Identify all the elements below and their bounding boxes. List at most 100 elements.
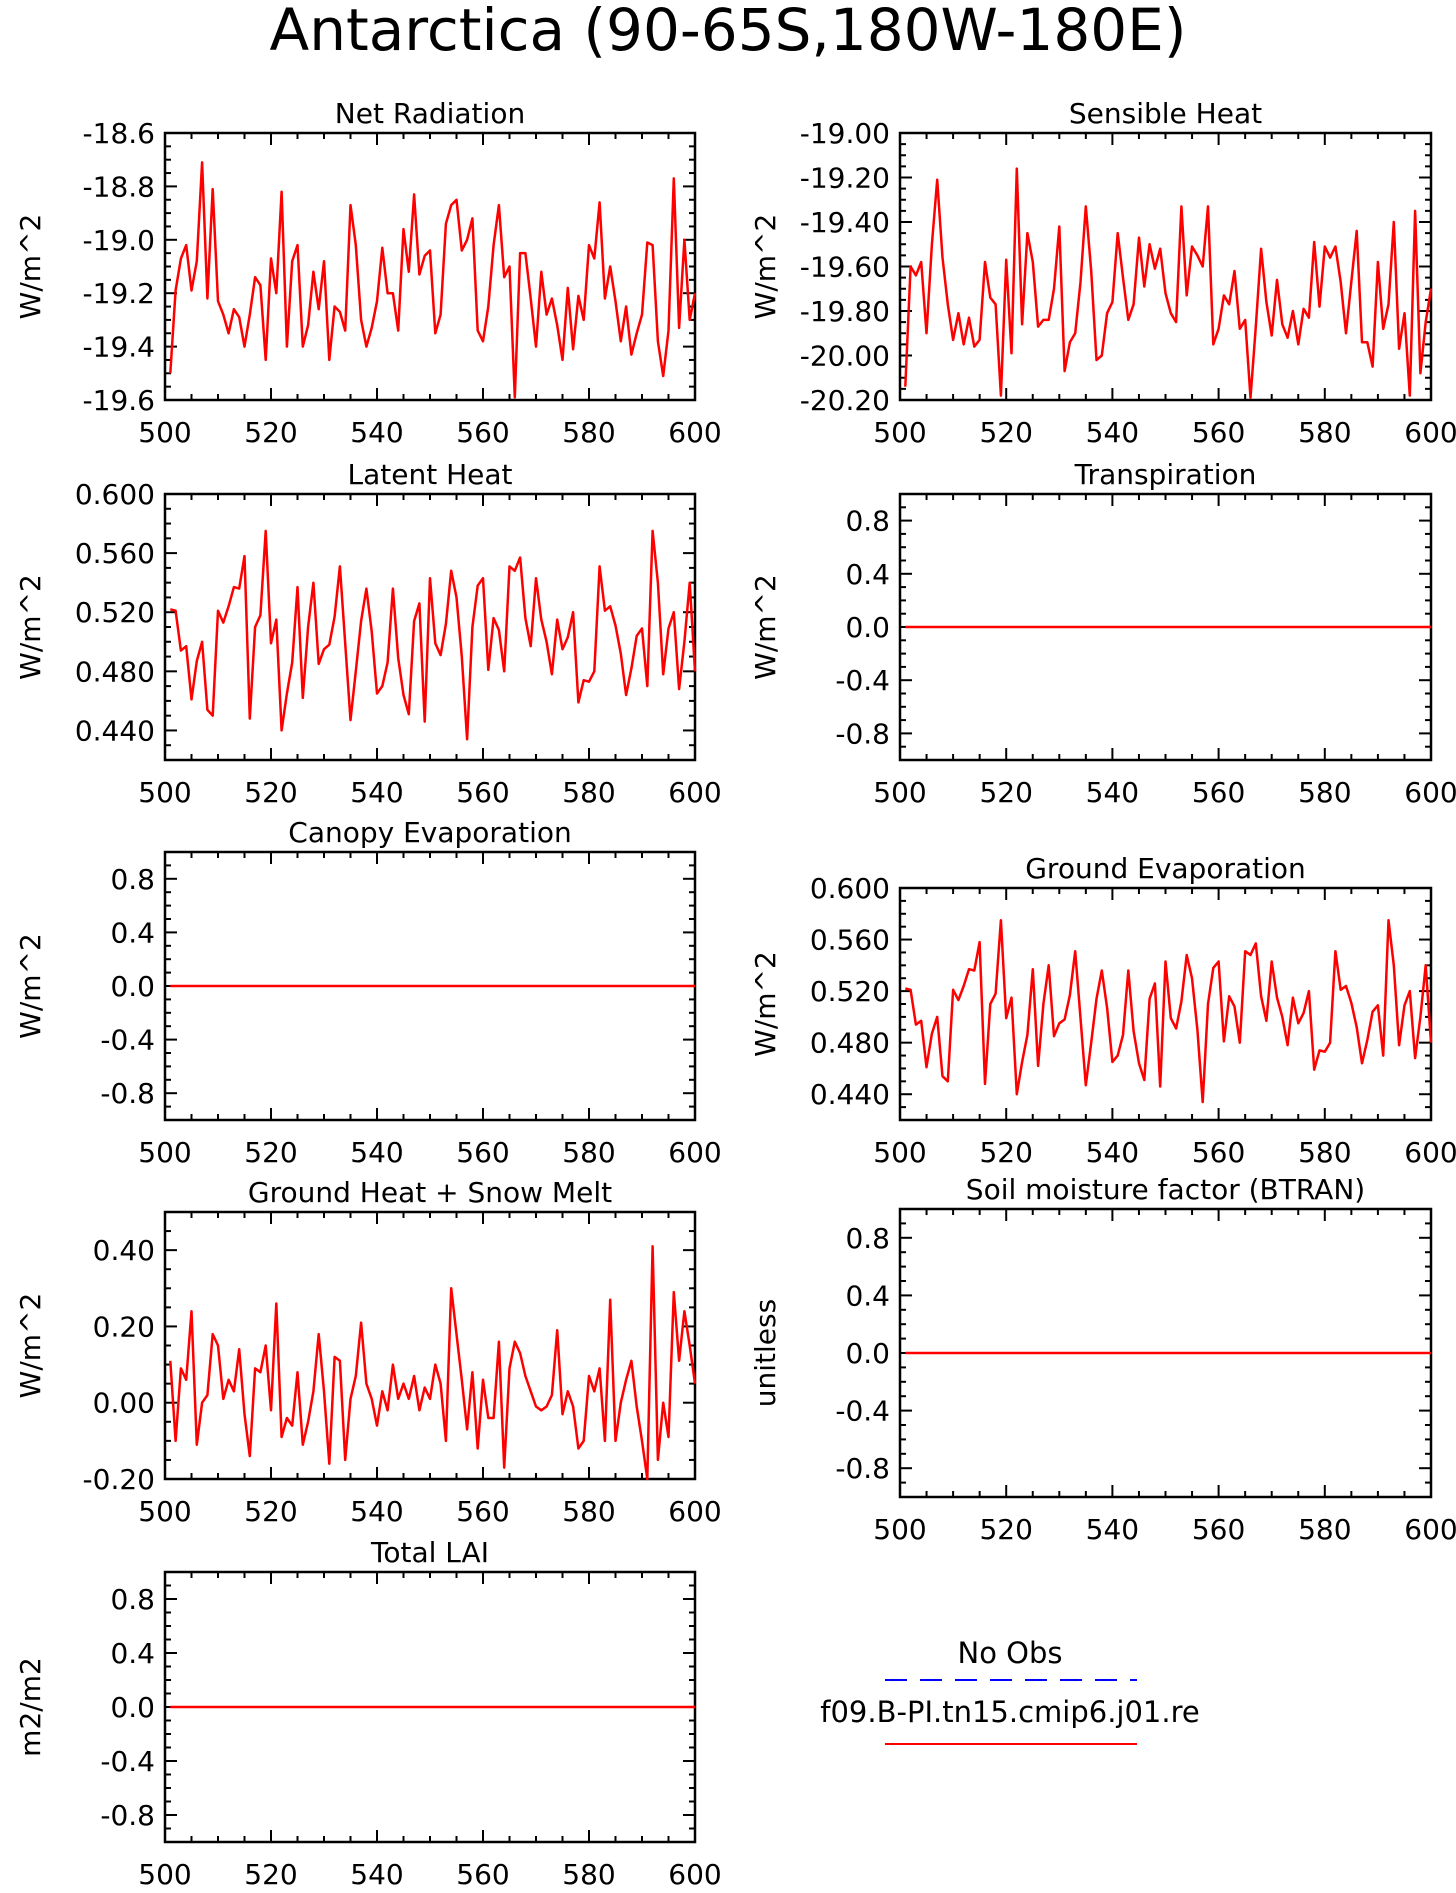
soil-moisture-factor-ytick-label: 0.8 [845,1222,890,1255]
soil-moisture-factor-xtick-label: 540 [1086,1513,1139,1546]
net-radiation-xtick-label: 520 [244,416,297,449]
ground-evaporation-ylabel: W/m^2 [749,951,782,1057]
canopy-evaporation-ytick-label: -0.8 [100,1077,155,1110]
total-lai-xtick-label: 580 [562,1858,615,1891]
net-radiation-xtick-label: 600 [668,416,721,449]
transpiration-title: Transpiration [1074,458,1257,491]
sensible-heat-xtick-label: 600 [1404,416,1456,449]
ground-heat-snow-melt-series-line [169,1245,697,1481]
panel-transpiration: 500 520 540 560 580 600 -0.8 -0.4 0.0 0.4 0.8 Trans… [749,458,1456,809]
canopy-evaporation-ytick-label: 0.4 [110,916,155,949]
sensible-heat-ytick-label: -19.60 [800,251,890,284]
ground-evaporation-ytick-label: 0.600 [810,872,890,905]
ground-heat-snow-melt-ytick-label: 0.40 [93,1234,155,1267]
total-lai-xtick-label: 520 [244,1858,297,1891]
soil-moisture-factor-ylabel: unitless [749,1299,782,1407]
ground-heat-snow-melt-xtick-label: 600 [668,1495,721,1528]
transpiration-ytick-label: -0.4 [835,664,890,697]
soil-moisture-factor-title: Soil moisture factor (BTRAN) [966,1173,1365,1206]
transpiration-ytick-label: -0.8 [835,717,890,750]
ground-evaporation-ytick-label: 0.560 [810,924,890,957]
ground-heat-snow-melt-xtick-label: 540 [350,1495,403,1528]
transpiration-xtick-label: 540 [1086,776,1139,809]
sensible-heat-ytick-label: -19.20 [800,162,890,195]
sensible-heat-title: Sensible Heat [1069,97,1262,130]
figure-title: Antarctica (90-65S,180W-180E) [270,0,1187,64]
panel-latent-heat: 500 520 540 560 580 600 0.440 0.480 0.520 0.560 0.… [14,458,722,809]
panel-total-lai: 500 520 540 560 580 600 -0.8 -0.4 0.0 0.4 0.8 Total… [14,1536,722,1891]
sensible-heat-ytick-label: -20.20 [800,384,890,417]
legend-model-label: f09.B-PI.tn15.cmip6.j01.re [820,1695,1199,1729]
net-radiation-title: Net Radiation [335,97,525,130]
soil-moisture-factor-ytick-label: -0.4 [835,1395,890,1428]
soil-moisture-factor-ytick-label: 0.4 [845,1279,890,1312]
transpiration-ytick-label: 0.8 [845,505,890,538]
canopy-evaporation-ylabel: W/m^2 [14,933,47,1039]
sensible-heat-xtick-label: 540 [1086,416,1139,449]
ground-evaporation-xtick-label: 520 [979,1136,1032,1169]
ground-heat-snow-melt-xtick-label: 520 [244,1495,297,1528]
sensible-heat-series-line [904,167,1433,400]
net-radiation-series-line [169,161,697,399]
legend: No Obs f09.B-PI.tn15.cmip6.j01.re [820,1636,1200,1745]
transpiration-ytick-label: 0.0 [845,611,890,644]
transpiration-xtick-label: 600 [1404,776,1456,809]
ground-evaporation-series-line [905,918,1433,1104]
total-lai-title: Total LAI [370,1536,489,1569]
net-radiation-ylabel: W/m^2 [14,214,47,320]
net-radiation-ytick-label: -19.4 [83,331,155,364]
net-radiation-ytick-label: -19.2 [83,277,155,310]
net-radiation-ytick-label: -18.6 [83,117,155,150]
ground-evaporation-xtick-label: 500 [873,1136,926,1169]
total-lai-ytick-label: 0.8 [110,1583,155,1616]
total-lai-xtick-label: 500 [138,1858,191,1891]
canopy-evaporation-xtick-label: 600 [668,1136,721,1169]
sensible-heat-xtick-label: 520 [979,416,1032,449]
latent-heat-xtick-label: 540 [350,776,403,809]
net-radiation-ytick-label: -18.8 [83,170,155,203]
canopy-evaporation-ytick-label: -0.4 [100,1024,155,1057]
soil-moisture-factor-xtick-label: 600 [1404,1513,1456,1546]
panel-sensible-heat: 500 520 540 560 580 600 -20.20 -20.00 -19.80 -19.… [749,97,1456,449]
sensible-heat-ytick-label: -19.80 [800,295,890,328]
soil-moisture-factor-xtick-label: 520 [979,1513,1032,1546]
legend-obs-label: No Obs [958,1636,1063,1670]
ground-heat-snow-melt-ytick-label: 0.20 [93,1310,155,1343]
transpiration-ytick-label: 0.4 [845,558,890,591]
ground-heat-snow-melt-title: Ground Heat + Snow Melt [248,1176,612,1209]
total-lai-xtick-label: 540 [350,1858,403,1891]
ground-heat-snow-melt-xtick-label: 580 [562,1495,615,1528]
canopy-evaporation-ytick-label: 0.0 [110,970,155,1003]
ground-evaporation-xtick-label: 540 [1086,1136,1139,1169]
canopy-evaporation-xtick-label: 560 [456,1136,509,1169]
panel-ground-heat-snow-melt: 500 520 540 560 580 600 -0.20 0.00 0.20 0.40 Groun… [14,1176,722,1528]
sensible-heat-xtick-label: 500 [873,416,926,449]
soil-moisture-factor-xtick-label: 560 [1192,1513,1245,1546]
latent-heat-ytick-label: 0.520 [75,596,155,629]
ground-evaporation-ytick-label: 0.440 [810,1078,890,1111]
ground-evaporation-title: Ground Evaporation [1025,852,1306,885]
net-radiation-ytick-label: -19.6 [83,384,155,417]
sensible-heat-xtick-label: 580 [1298,416,1351,449]
canopy-evaporation-xtick-label: 520 [244,1136,297,1169]
ground-heat-snow-melt-xtick-label: 500 [138,1495,191,1528]
transpiration-xtick-label: 520 [979,776,1032,809]
transpiration-xtick-label: 560 [1192,776,1245,809]
net-radiation-xtick-label: 500 [138,416,191,449]
sensible-heat-xtick-label: 560 [1192,416,1245,449]
latent-heat-series-line [169,529,697,741]
net-radiation-xtick-label: 580 [562,416,615,449]
ground-evaporation-xtick-label: 560 [1192,1136,1245,1169]
total-lai-ytick-label: -0.4 [100,1745,155,1778]
canopy-evaporation-title: Canopy Evaporation [288,816,571,849]
soil-moisture-factor-ytick-label: -0.8 [835,1452,890,1485]
canopy-evaporation-ytick-label: 0.8 [110,863,155,896]
net-radiation-xtick-label: 540 [350,416,403,449]
ground-heat-snow-melt-xtick-label: 560 [456,1495,509,1528]
latent-heat-ytick-label: 0.600 [75,478,155,511]
sensible-heat-ytick-label: -19.00 [800,117,890,150]
soil-moisture-factor-ytick-label: 0.0 [845,1337,890,1370]
sensible-heat-ylabel: W/m^2 [749,214,782,320]
ground-evaporation-ytick-label: 0.480 [810,1027,890,1060]
